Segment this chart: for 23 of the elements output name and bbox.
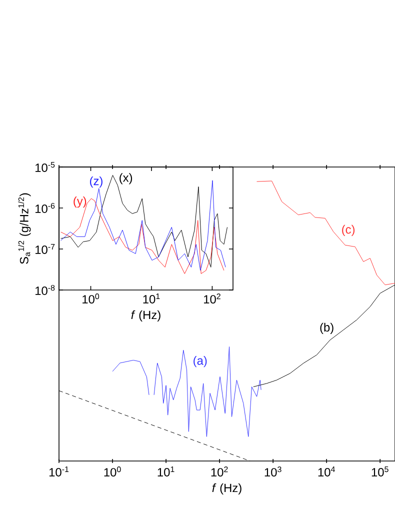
y-tick-label: 10$^{-6}$ (36, 202, 55, 213)
annotation: (c) (342, 224, 355, 236)
x-tick-label: 10$^{1}$ (143, 294, 160, 304)
x-axis-title: f (Hz) (131, 310, 160, 322)
x-tick-label: 10$^{1}$ (158, 466, 174, 476)
x-tick-label: 10$^{2}$ (204, 294, 220, 304)
x-tick-label: 10$^{2}$ (211, 466, 228, 477)
y-tick-label: 10$^{-5}$ (36, 162, 55, 172)
y-axis-title: S$_{a}$$^{1/2}$ (g/Hz$^{1/2}$) (18, 193, 31, 264)
x-tick-label: 10$^{-1}$ (49, 466, 69, 476)
x-tick-label: 10$^{0}$ (104, 466, 121, 477)
annotation: (x) (120, 173, 132, 184)
annotation: (b) (320, 322, 334, 334)
annotation: (a) (194, 356, 207, 368)
x-tick-label: 10$^{5}$ (372, 466, 388, 476)
annotation: (z) (90, 176, 102, 188)
annotation: (y) (74, 196, 86, 208)
y-tick-label: 10$^{-8}$ (36, 284, 55, 295)
x-tick-label: 10$^{3}$ (264, 466, 282, 477)
x-axis-title: f (Hz) (212, 483, 242, 495)
x-tick-label: 10$^{0}$ (82, 294, 100, 304)
x-tick-label: 10$^{4}$ (318, 466, 335, 476)
y-tick-label: 10$^{-7}$ (36, 244, 55, 254)
